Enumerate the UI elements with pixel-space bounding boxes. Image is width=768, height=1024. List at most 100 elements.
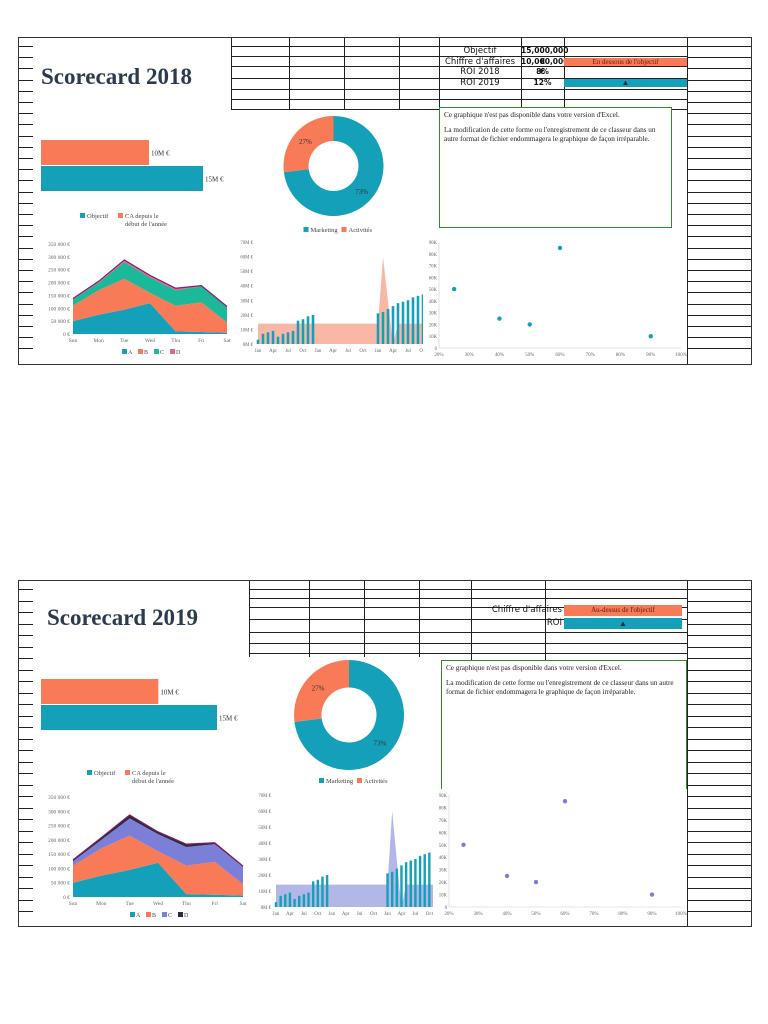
combo-column-chart[interactable]: 0M € 10M € 20M € 30M € 40M € 50M € 60M € 70M € J…: [249, 789, 441, 923]
column-line: [289, 38, 290, 109]
y-tick-label: 20K: [439, 881, 448, 886]
x-tick-label: Oct: [426, 912, 434, 917]
slice-data-label: 27%: [299, 138, 312, 146]
bar-chart[interactable]: 10M € 15M € Objectif CA depuis le début de l…: [37, 126, 233, 236]
row-line: [687, 102, 751, 103]
combo-column-chart[interactable]: 0M € 10M € 20M € 30M € 40M € 50M € 60M € 70M € J…: [231, 236, 435, 360]
scatter-point[interactable]: [648, 334, 653, 339]
x-tick-label: 30%: [473, 912, 482, 917]
bar-chart[interactable]: 10M € 15M € Objectif CA depuis le début de l…: [37, 665, 247, 793]
legend-label: début de l'année: [132, 778, 174, 785]
area-series-d[interactable]: [73, 259, 227, 307]
column-bar: [418, 855, 422, 907]
legend-label: A: [136, 913, 141, 919]
scatter-point[interactable]: [497, 316, 502, 321]
x-tick-label: Jul: [357, 912, 363, 917]
x-tick-label: 60%: [555, 353, 564, 358]
legend-swatch-b: [138, 349, 143, 354]
scatter-point[interactable]: [533, 879, 539, 885]
stacked-area-chart[interactable]: 0 € 50 000 € 100 000 € 150 000 € 200 000 € 25…: [37, 789, 249, 923]
y-tick-label: 300 000 €: [48, 809, 70, 815]
y-tick-label: 30M €: [258, 858, 271, 863]
kpi-value: 10,000,000 €: [521, 56, 569, 77]
area-series-a[interactable]: [73, 303, 227, 334]
legend-label: Objectif: [87, 213, 109, 220]
y-tick-label: 10M €: [258, 890, 271, 895]
area-series-a[interactable]: [73, 862, 243, 897]
area-series-c[interactable]: [73, 262, 227, 323]
y-tick-label: 60K: [429, 276, 438, 281]
chart-unavailable-notice: Ce graphique n'est pas disponible dans v…: [441, 660, 687, 790]
row-line: [249, 598, 687, 599]
x-tick-label: 40%: [502, 912, 511, 917]
scatter-chart[interactable]: 0 10K 20K 30K 40K 50K 60K 70K 80K 90K 20% 30% 40% 50%…: [423, 236, 687, 360]
column-line: [564, 38, 565, 109]
y-tick-label: 250 000 €: [48, 268, 70, 274]
y-tick-label: 30K: [429, 312, 438, 317]
row-line: [687, 876, 751, 878]
row-tick: [19, 888, 33, 889]
legend-label: CA depuis le: [125, 213, 159, 220]
x-tick-label: Oct: [370, 912, 378, 917]
area-top-outline: [72, 259, 228, 307]
scatter-point[interactable]: [527, 322, 532, 327]
column-line: [687, 38, 688, 109]
row-tick: [19, 236, 33, 238]
x-tick-label: Mon: [96, 901, 107, 907]
kpi-label: ROI 2018: [460, 67, 500, 77]
donut-slice-marketing[interactable]: [294, 660, 404, 770]
donut-slice-activités[interactable]: [283, 116, 334, 173]
legend-label: D: [184, 913, 189, 919]
donut-slice-marketing[interactable]: [283, 116, 384, 216]
column-bar: [271, 330, 275, 344]
slice-data-label: 27%: [312, 685, 325, 693]
chart-unavailable-notice: Ce graphique n'est pas disponible dans v…: [439, 107, 672, 228]
y-tick-label: 350 000 €: [48, 795, 70, 801]
y-tick-label: 0: [435, 347, 438, 352]
bar: [41, 705, 217, 730]
x-tick-label: Jul: [412, 912, 418, 917]
area-series-b[interactable]: [73, 278, 227, 333]
donut-chart[interactable]: 73% 27% Marketing Activités: [231, 114, 436, 236]
y-tick-label: 30M €: [240, 299, 253, 304]
donut-chart[interactable]: 73% 27% Marketing Activités: [249, 657, 449, 787]
row-line: [687, 348, 751, 350]
scatter-point[interactable]: [504, 873, 510, 879]
column-bar: [400, 865, 403, 907]
row-tick: [19, 326, 33, 327]
row-line: [687, 303, 751, 305]
scatter-point[interactable]: [649, 892, 655, 897]
scatter-point[interactable]: [461, 842, 466, 847]
row-line: [687, 715, 751, 717]
row-tick: [19, 807, 33, 809]
y-tick-label: 200 000 €: [48, 281, 70, 287]
row-line: [687, 807, 751, 809]
row-tick: [19, 635, 33, 636]
row-line: [231, 99, 687, 100]
column-bar: [316, 879, 320, 907]
row-line: [249, 607, 687, 608]
x-tick-label: Fri: [198, 338, 205, 344]
row-tick: [19, 658, 33, 659]
y-tick-label: 50 000 €: [51, 319, 71, 325]
row-tick: [19, 600, 33, 602]
x-tick-label: 60%: [560, 912, 569, 917]
scatter-point[interactable]: [451, 286, 457, 292]
y-tick-label: 40K: [429, 300, 438, 305]
column-bar: [416, 295, 420, 344]
area-series-c[interactable]: [73, 818, 243, 885]
row-line: [687, 727, 751, 728]
area-series-d[interactable]: [73, 815, 243, 867]
y-tick-label: 90K: [439, 794, 448, 799]
scatter-point[interactable]: [557, 245, 563, 251]
y-tick-label: 0M €: [243, 343, 254, 348]
scatter-point[interactable]: [562, 799, 568, 804]
scatter-chart[interactable]: 0 10K 20K 30K 40K 50K 60K 70K 80K 90K 20% 30% 40% 50%…: [433, 789, 687, 919]
y-tick-label: 0 €: [63, 895, 70, 901]
stacked-area-chart[interactable]: 0 € 50 000 € 100 000 € 150 000 € 200 000 € 25…: [37, 236, 233, 360]
y-tick-label: 100 000 €: [48, 306, 70, 312]
area-series-b[interactable]: [73, 835, 243, 896]
x-tick-label: Mon: [93, 338, 104, 344]
legend-label: Activités: [349, 227, 373, 234]
donut-slice-activités[interactable]: [294, 660, 349, 722]
